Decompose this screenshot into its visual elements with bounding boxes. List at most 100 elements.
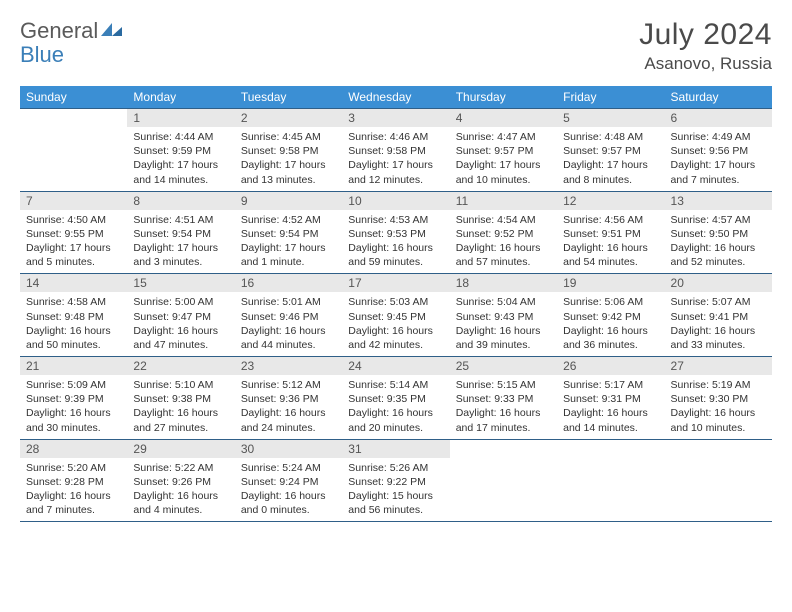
day-info-line: Daylight: 16 hours: [671, 406, 766, 420]
day-info: Sunrise: 5:14 AMSunset: 9:35 PMDaylight:…: [342, 375, 449, 439]
day-info-line: Sunrise: 5:09 AM: [26, 378, 121, 392]
day-info-line: and 8 minutes.: [563, 173, 658, 187]
day-info-line: and 44 minutes.: [241, 338, 336, 352]
day-info-line: and 47 minutes.: [133, 338, 228, 352]
day-info-line: Sunrise: 4:57 AM: [671, 213, 766, 227]
day-info-line: Sunset: 9:46 PM: [241, 310, 336, 324]
day-info-line: Sunrise: 4:48 AM: [563, 130, 658, 144]
calendar-day-cell: 13Sunrise: 4:57 AMSunset: 9:50 PMDayligh…: [665, 191, 772, 274]
day-number: 9: [235, 192, 342, 210]
day-info-line: and 20 minutes.: [348, 421, 443, 435]
day-info-line: Sunset: 9:28 PM: [26, 475, 121, 489]
day-info: Sunrise: 4:45 AMSunset: 9:58 PMDaylight:…: [235, 127, 342, 191]
day-info-line: and 57 minutes.: [456, 255, 551, 269]
day-info-line: Sunrise: 5:22 AM: [133, 461, 228, 475]
day-info: Sunrise: 4:50 AMSunset: 9:55 PMDaylight:…: [20, 210, 127, 274]
day-info-line: and 7 minutes.: [26, 503, 121, 517]
day-info-line: and 3 minutes.: [133, 255, 228, 269]
day-info-line: and 24 minutes.: [241, 421, 336, 435]
calendar-day-cell: 16Sunrise: 5:01 AMSunset: 9:46 PMDayligh…: [235, 274, 342, 357]
day-info-line: Sunrise: 5:14 AM: [348, 378, 443, 392]
day-info-line: Sunset: 9:47 PM: [133, 310, 228, 324]
day-info-line: Sunrise: 4:47 AM: [456, 130, 551, 144]
logo-word-general: General: [20, 18, 98, 44]
calendar-bottom-rule: [20, 522, 772, 523]
day-number: 21: [20, 357, 127, 375]
logo-word-blue: Blue: [20, 42, 64, 68]
day-info-line: Daylight: 16 hours: [26, 324, 121, 338]
day-info-line: and 12 minutes.: [348, 173, 443, 187]
day-info-line: Daylight: 16 hours: [133, 406, 228, 420]
day-info-line: Daylight: 16 hours: [348, 241, 443, 255]
day-info-line: Sunset: 9:51 PM: [563, 227, 658, 241]
day-info: Sunrise: 5:24 AMSunset: 9:24 PMDaylight:…: [235, 458, 342, 522]
day-number: 24: [342, 357, 449, 375]
day-number: 31: [342, 440, 449, 458]
day-number: 28: [20, 440, 127, 458]
day-info: Sunrise: 4:54 AMSunset: 9:52 PMDaylight:…: [450, 210, 557, 274]
calendar-day-cell: 1Sunrise: 4:44 AMSunset: 9:59 PMDaylight…: [127, 109, 234, 192]
day-number: 29: [127, 440, 234, 458]
day-info-line: Sunrise: 4:45 AM: [241, 130, 336, 144]
day-info: Sunrise: 4:51 AMSunset: 9:54 PMDaylight:…: [127, 210, 234, 274]
day-info-line: Sunset: 9:59 PM: [133, 144, 228, 158]
day-info: Sunrise: 5:20 AMSunset: 9:28 PMDaylight:…: [20, 458, 127, 522]
day-number: 17: [342, 274, 449, 292]
day-info: Sunrise: 4:56 AMSunset: 9:51 PMDaylight:…: [557, 210, 664, 274]
day-info-line: Daylight: 15 hours: [348, 489, 443, 503]
day-info-line: Daylight: 16 hours: [563, 406, 658, 420]
calendar-day-cell: 31Sunrise: 5:26 AMSunset: 9:22 PMDayligh…: [342, 439, 449, 522]
day-number: 15: [127, 274, 234, 292]
day-info-line: Daylight: 16 hours: [133, 489, 228, 503]
day-info-line: Sunrise: 4:53 AM: [348, 213, 443, 227]
day-info-line: Daylight: 16 hours: [671, 324, 766, 338]
day-info-line: Sunrise: 4:58 AM: [26, 295, 121, 309]
calendar-day-cell: 21Sunrise: 5:09 AMSunset: 9:39 PMDayligh…: [20, 357, 127, 440]
calendar-day-cell: 28Sunrise: 5:20 AMSunset: 9:28 PMDayligh…: [20, 439, 127, 522]
calendar-empty-cell: [557, 439, 664, 522]
weekday-header: Tuesday: [235, 86, 342, 109]
location-label: Asanovo, Russia: [639, 54, 772, 74]
calendar-day-cell: 4Sunrise: 4:47 AMSunset: 9:57 PMDaylight…: [450, 109, 557, 192]
day-info-line: and 30 minutes.: [26, 421, 121, 435]
day-info: Sunrise: 4:47 AMSunset: 9:57 PMDaylight:…: [450, 127, 557, 191]
day-info-line: Sunrise: 4:54 AM: [456, 213, 551, 227]
day-number: 23: [235, 357, 342, 375]
calendar-day-cell: 29Sunrise: 5:22 AMSunset: 9:26 PMDayligh…: [127, 439, 234, 522]
calendar-empty-cell: [665, 439, 772, 522]
calendar-day-cell: 12Sunrise: 4:56 AMSunset: 9:51 PMDayligh…: [557, 191, 664, 274]
logo-swoosh-icon: [100, 18, 124, 44]
calendar-day-cell: 6Sunrise: 4:49 AMSunset: 9:56 PMDaylight…: [665, 109, 772, 192]
day-info-line: Daylight: 16 hours: [348, 324, 443, 338]
day-number: 7: [20, 192, 127, 210]
day-info-line: and 27 minutes.: [133, 421, 228, 435]
day-info-line: Sunset: 9:42 PM: [563, 310, 658, 324]
day-info: Sunrise: 5:12 AMSunset: 9:36 PMDaylight:…: [235, 375, 342, 439]
day-info-line: Sunset: 9:57 PM: [456, 144, 551, 158]
day-info: Sunrise: 5:15 AMSunset: 9:33 PMDaylight:…: [450, 375, 557, 439]
day-info: Sunrise: 5:07 AMSunset: 9:41 PMDaylight:…: [665, 292, 772, 356]
day-info-line: Daylight: 16 hours: [133, 324, 228, 338]
day-info-line: Daylight: 16 hours: [671, 241, 766, 255]
day-info-line: Sunrise: 5:10 AM: [133, 378, 228, 392]
day-info-line: Sunrise: 5:24 AM: [241, 461, 336, 475]
day-info-line: Sunset: 9:53 PM: [348, 227, 443, 241]
day-info-line: Sunset: 9:54 PM: [133, 227, 228, 241]
day-info-line: Sunset: 9:54 PM: [241, 227, 336, 241]
day-info-line: and 0 minutes.: [241, 503, 336, 517]
day-info-line: and 13 minutes.: [241, 173, 336, 187]
day-info-line: Sunset: 9:41 PM: [671, 310, 766, 324]
title-block: July 2024 Asanovo, Russia: [639, 18, 772, 74]
day-info-line: Sunrise: 5:17 AM: [563, 378, 658, 392]
day-info-line: Sunset: 9:33 PM: [456, 392, 551, 406]
day-info-line: and 17 minutes.: [456, 421, 551, 435]
weekday-header-row: SundayMondayTuesdayWednesdayThursdayFrid…: [20, 86, 772, 109]
logo: General: [20, 18, 126, 44]
day-number: 5: [557, 109, 664, 127]
calendar-day-cell: 19Sunrise: 5:06 AMSunset: 9:42 PMDayligh…: [557, 274, 664, 357]
day-info-line: Daylight: 16 hours: [26, 406, 121, 420]
calendar-day-cell: 3Sunrise: 4:46 AMSunset: 9:58 PMDaylight…: [342, 109, 449, 192]
calendar-week-row: 21Sunrise: 5:09 AMSunset: 9:39 PMDayligh…: [20, 357, 772, 440]
day-info-line: Sunset: 9:36 PM: [241, 392, 336, 406]
day-number: 10: [342, 192, 449, 210]
